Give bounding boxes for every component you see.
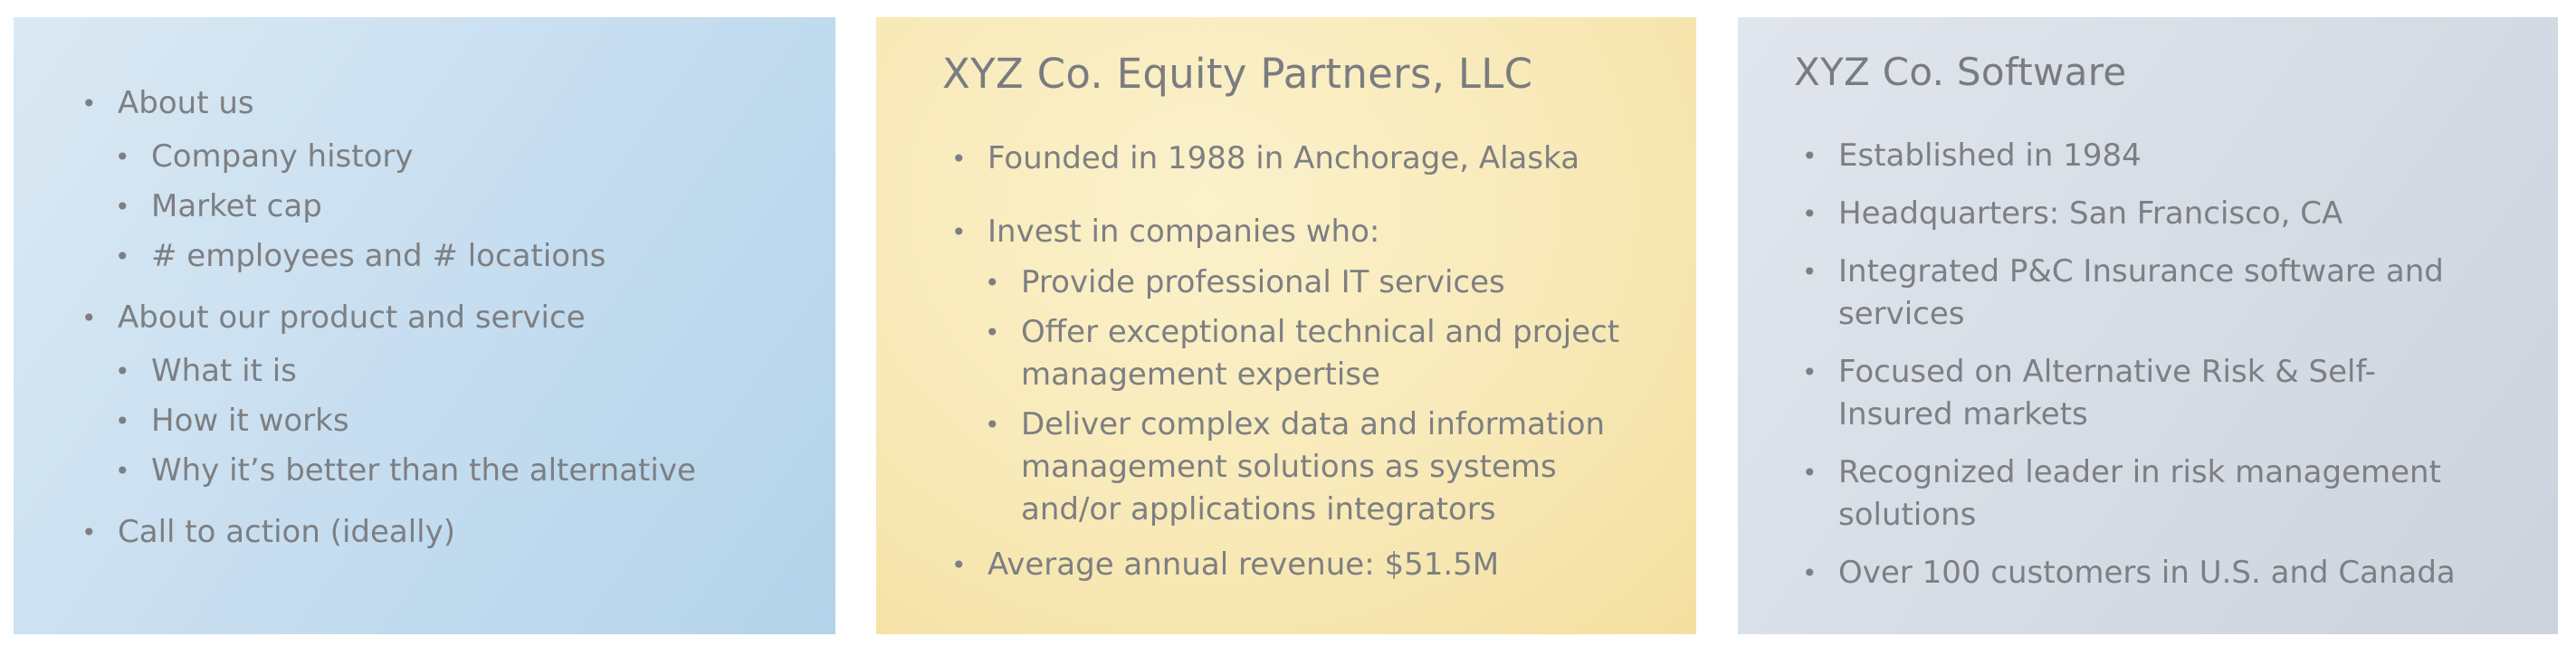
list-item-label: Over 100 customers in U.S. and Canada bbox=[1838, 555, 2456, 591]
list-item-label: Invest in companies who: bbox=[987, 214, 1380, 250]
sublist: • Provide professional IT services • Off… bbox=[876, 261, 1696, 531]
list-item: • About us bbox=[14, 82, 835, 125]
list-item-label: Recognized leader in risk management sol… bbox=[1838, 454, 2441, 533]
sublist: • What it is • How it works • Why it’s b… bbox=[14, 347, 835, 496]
bullet-dot-icon: • bbox=[115, 356, 130, 386]
panel-about-outline: • About us • Company history • Market ca… bbox=[14, 17, 835, 634]
bullet-dot-icon: • bbox=[951, 144, 967, 174]
list-item-label: Founded in 1988 in Anchorage, Alaska bbox=[987, 140, 1580, 176]
list-item: • Provide professional IT services bbox=[876, 261, 1696, 304]
list-item: • Invest in companies who: bbox=[876, 211, 1696, 253]
bullet-dot-icon: • bbox=[1802, 141, 1818, 171]
list-item-label: Focused on Alternative Risk & Self-Insur… bbox=[1838, 354, 2376, 432]
list-item: • Offer exceptional technical and projec… bbox=[876, 311, 1696, 396]
bullet-dot-icon: • bbox=[115, 456, 130, 486]
bullet-dot-icon: • bbox=[115, 242, 130, 271]
list-item: • Why it’s better than the alternative bbox=[14, 446, 835, 496]
bullet-dot-icon: • bbox=[81, 89, 97, 119]
list-item-label: What it is bbox=[151, 353, 297, 389]
sublist: • Company history • Market cap • # emplo… bbox=[14, 132, 835, 281]
list-item-label: How it works bbox=[151, 403, 349, 439]
list-item: • Deliver complex data and information m… bbox=[876, 404, 1696, 531]
list-item-label: # employees and # locations bbox=[151, 238, 606, 274]
bullet-dot-icon: • bbox=[985, 318, 1000, 347]
bullet-dot-icon: • bbox=[1802, 458, 1818, 488]
list-item: • Over 100 customers in U.S. and Canada bbox=[1738, 552, 2558, 594]
list-item-label: Headquarters: San Francisco, CA bbox=[1838, 195, 2343, 232]
bullet-dot-icon: • bbox=[115, 192, 130, 222]
panel-software-company: XYZ Co. Software • Established in 1984 •… bbox=[1738, 17, 2558, 634]
facts-list: • Established in 1984 • Headquarters: Sa… bbox=[1738, 135, 2558, 610]
list-item: • About our product and service bbox=[14, 297, 835, 339]
list-item-label: About us bbox=[118, 85, 254, 121]
list-item: • Recognized leader in risk management s… bbox=[1738, 451, 2558, 537]
list-item-label: Established in 1984 bbox=[1838, 138, 2142, 174]
list-item: • What it is bbox=[14, 347, 835, 396]
list-item: • Founded in 1988 in Anchorage, Alaska bbox=[876, 138, 1696, 180]
list-item: • Established in 1984 bbox=[1738, 135, 2558, 177]
bullet-dot-icon: • bbox=[951, 217, 967, 247]
list-item: • Focused on Alternative Risk & Self-Ins… bbox=[1738, 351, 2558, 436]
bullet-dot-icon: • bbox=[985, 410, 1000, 440]
list-item-label: Company history bbox=[151, 138, 414, 175]
list-item: • Headquarters: San Francisco, CA bbox=[1738, 193, 2558, 235]
facts-list: • Founded in 1988 in Anchorage, Alaska •… bbox=[876, 138, 1696, 586]
list-item: • # employees and # locations bbox=[14, 232, 835, 281]
bullet-dot-icon: • bbox=[1802, 558, 1818, 588]
bullet-dot-icon: • bbox=[985, 268, 1000, 298]
panel-title: XYZ Co. Equity Partners, LLC bbox=[942, 50, 1533, 98]
bullet-dot-icon: • bbox=[951, 550, 967, 580]
bullet-dot-icon: • bbox=[115, 142, 130, 172]
outline-list: • About us • Company history • Market ca… bbox=[14, 81, 835, 554]
panel-title: XYZ Co. Software bbox=[1794, 50, 2127, 94]
list-item-label: Why it’s better than the alternative bbox=[151, 452, 696, 489]
list-item-label: About our product and service bbox=[118, 299, 586, 336]
list-item: • Integrated P&C Insurance software and … bbox=[1738, 251, 2558, 336]
list-item: • Market cap bbox=[14, 182, 835, 232]
bullet-dot-icon: • bbox=[115, 406, 130, 436]
panel-equity-partners: XYZ Co. Equity Partners, LLC • Founded i… bbox=[876, 17, 1696, 634]
bullet-dot-icon: • bbox=[81, 303, 97, 333]
list-item: • Company history bbox=[14, 132, 835, 182]
list-item-label: Call to action (ideally) bbox=[118, 514, 456, 550]
bullet-dot-icon: • bbox=[1802, 357, 1818, 387]
list-item-label: Integrated P&C Insurance software and se… bbox=[1838, 253, 2444, 332]
list-item-label: Market cap bbox=[151, 188, 322, 224]
list-item: • Call to action (ideally) bbox=[14, 511, 835, 554]
bullet-dot-icon: • bbox=[81, 518, 97, 547]
list-item-label: Average annual revenue: $51.5M bbox=[987, 546, 1500, 583]
bullet-dot-icon: • bbox=[1802, 257, 1818, 287]
list-item-label: Offer exceptional technical and project … bbox=[1021, 314, 1620, 393]
list-item-label: Deliver complex data and information man… bbox=[1021, 406, 1606, 527]
list-item: • How it works bbox=[14, 396, 835, 446]
list-item-label: Provide professional IT services bbox=[1021, 264, 1505, 300]
bullet-dot-icon: • bbox=[1802, 199, 1818, 229]
list-item: • Average annual revenue: $51.5M bbox=[876, 544, 1696, 586]
